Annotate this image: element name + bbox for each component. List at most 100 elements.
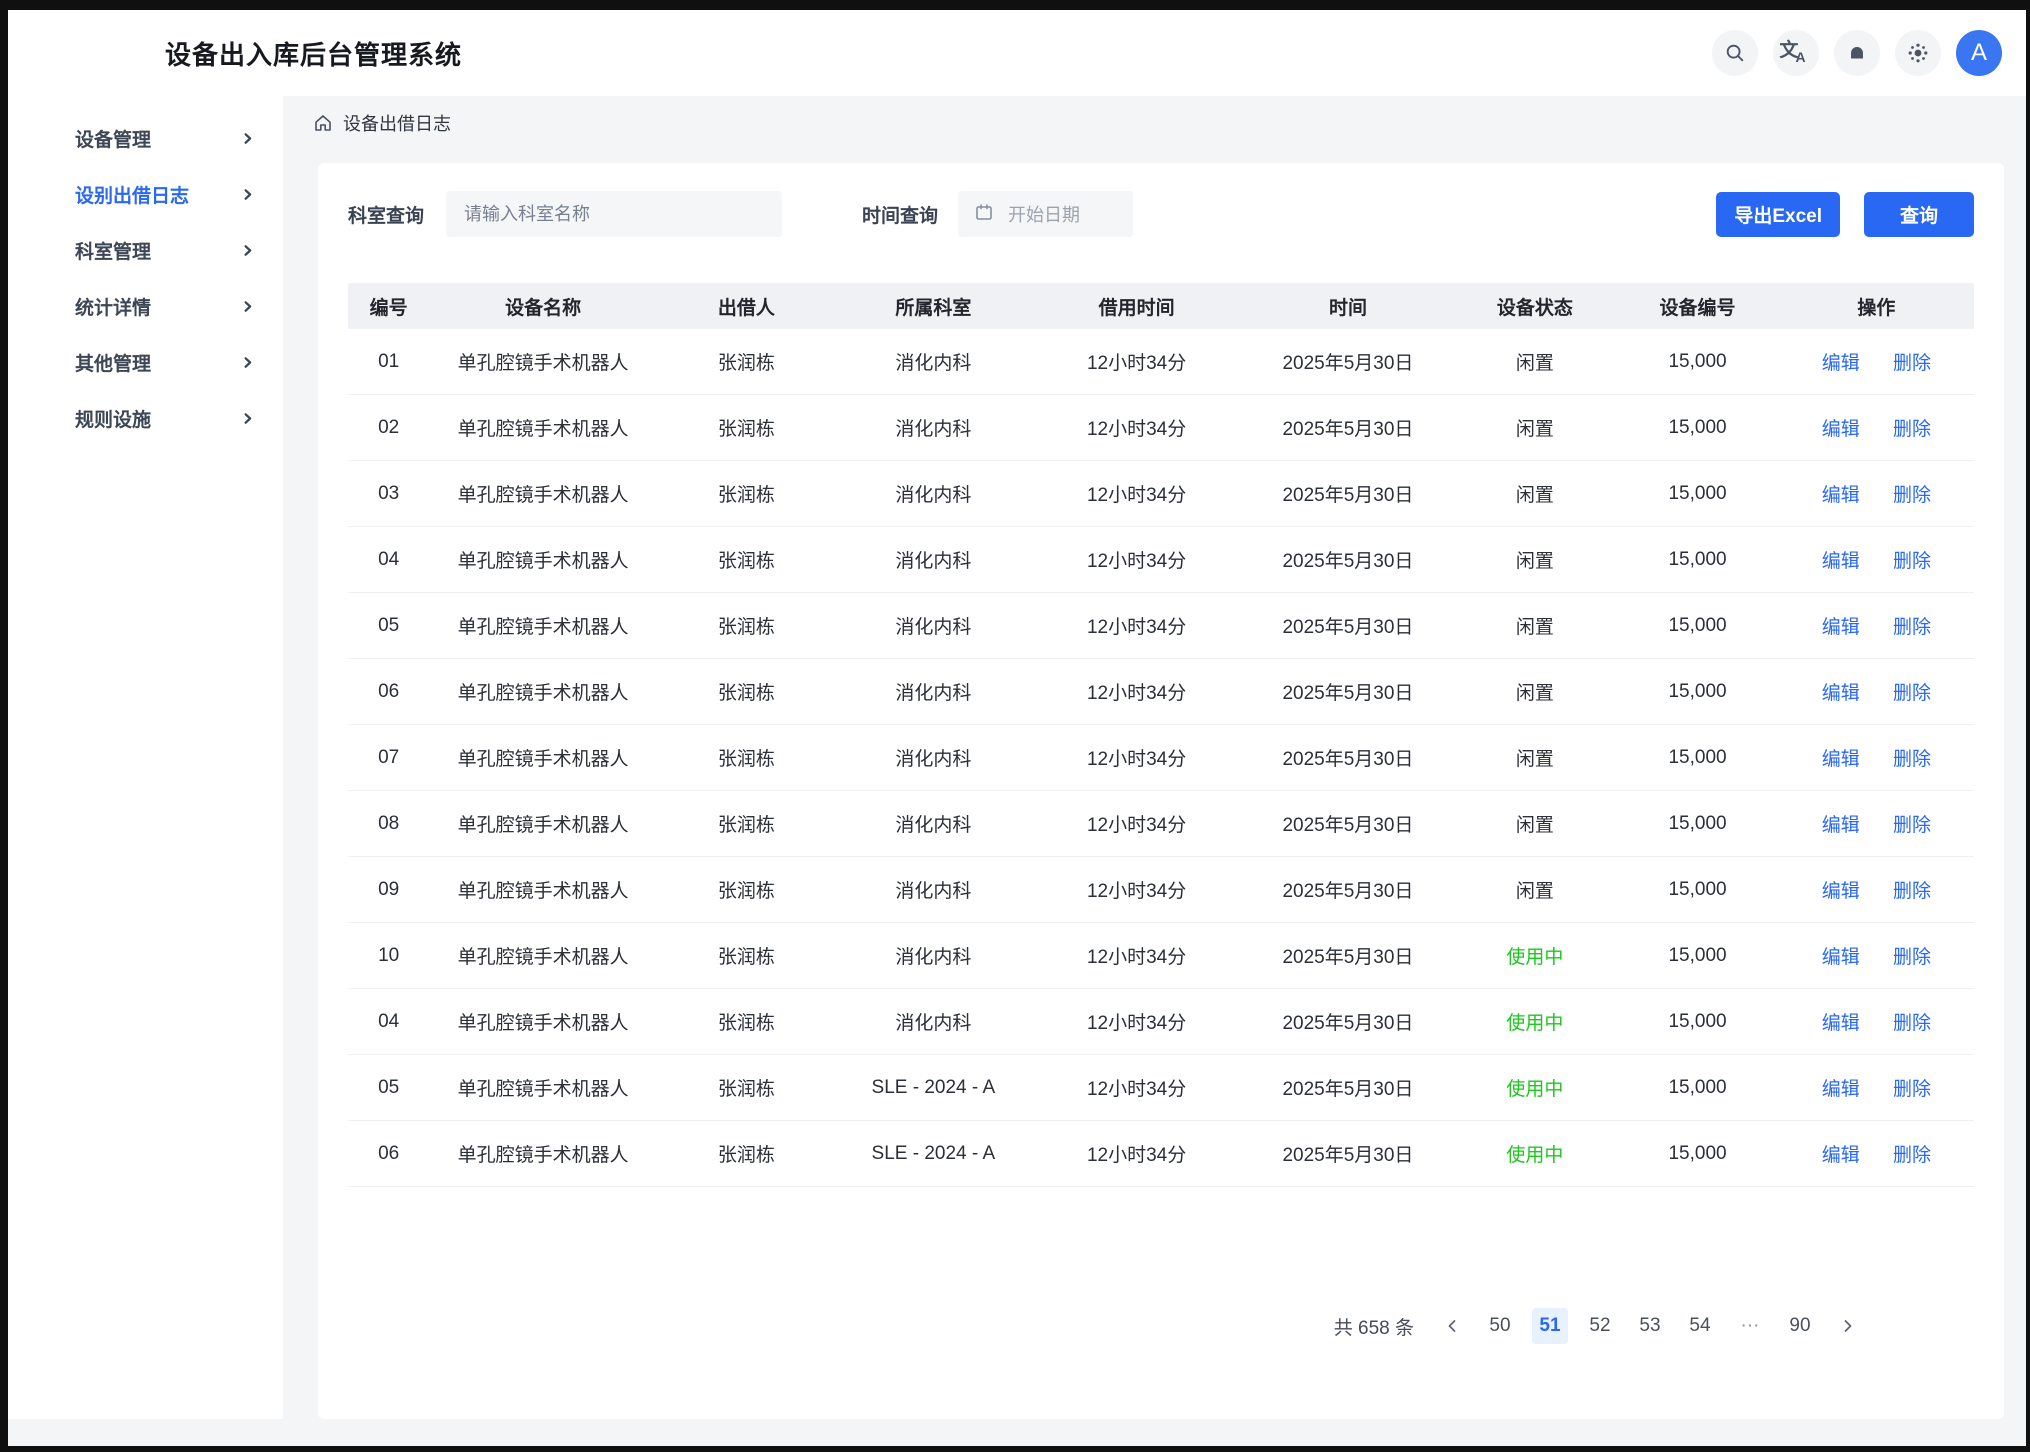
delete-link[interactable]: 删除 bbox=[1893, 881, 1932, 902]
start-date-placeholder: 开始日期 bbox=[1008, 205, 1081, 225]
cell-no: 09 bbox=[378, 878, 400, 900]
delete-link[interactable]: 删除 bbox=[1893, 749, 1932, 770]
cell-actions: 编辑 删除 bbox=[1779, 810, 1974, 837]
next-page-button[interactable] bbox=[1832, 1308, 1864, 1344]
cell-actions: 编辑 删除 bbox=[1779, 546, 1974, 573]
cell-borrow-duration: 12小时34分 bbox=[1086, 617, 1187, 638]
export-excel-button[interactable]: 导出Excel bbox=[1716, 191, 1840, 237]
cell-borrow-duration: 12小时34分 bbox=[1086, 419, 1187, 440]
cell-device-status: 闲置 bbox=[1515, 815, 1554, 836]
topbar-actions: 文A bbox=[1712, 30, 2002, 76]
page-button[interactable]: 52 bbox=[1589, 1315, 1611, 1336]
edit-link[interactable]: 编辑 bbox=[1821, 1145, 1860, 1166]
sidebar-item-1[interactable]: 设别出借日志 bbox=[8, 166, 283, 222]
cell-no: 06 bbox=[378, 680, 400, 702]
sidebar-item-2[interactable]: 科室管理 bbox=[8, 222, 283, 278]
notification-button[interactable] bbox=[1834, 30, 1880, 76]
cell-department: SLE - 2024 - A bbox=[871, 1142, 996, 1164]
table-row: 03 单孔腔镜手术机器人 张润栋 消化内科 12小时34分 2025年5月30日… bbox=[348, 461, 1974, 527]
sidebar-item-0[interactable]: 设备管理 bbox=[8, 110, 283, 166]
translate-button[interactable]: 文A bbox=[1773, 30, 1819, 76]
sidebar-nav: 设备管理 设别出借日志 科室管理 统计详情 其他管理 规则设施 bbox=[8, 110, 283, 446]
query-button[interactable]: 查询 bbox=[1863, 191, 1974, 237]
cell-device-name: 单孔腔镜手术机器人 bbox=[457, 683, 629, 704]
cell-device-status: 闲置 bbox=[1515, 419, 1554, 440]
delete-link[interactable]: 删除 bbox=[1893, 1013, 1932, 1034]
start-date-picker[interactable]: 开始日期 bbox=[958, 191, 1134, 237]
edit-link[interactable]: 编辑 bbox=[1821, 683, 1860, 704]
page-button[interactable]: 50 bbox=[1489, 1315, 1511, 1336]
column-header: 设备编号 bbox=[1659, 297, 1736, 319]
cell-department: 消化内科 bbox=[895, 947, 972, 968]
edit-link[interactable]: 编辑 bbox=[1821, 815, 1860, 836]
sidebar-item-3[interactable]: 统计详情 bbox=[8, 278, 283, 334]
edit-link[interactable]: 编辑 bbox=[1821, 1013, 1860, 1034]
pagination: 共 658 条 50 51 52 53 54 ··· 90 bbox=[348, 1308, 1974, 1344]
device-log-table: 编号 设备名称 出借人 所属科室 借用时间 时间 设备状态 设备编号 操作 01 单孔腔镜手术机… bbox=[348, 283, 1974, 1187]
edit-link[interactable]: 编辑 bbox=[1821, 419, 1860, 440]
edit-link[interactable]: 编辑 bbox=[1821, 485, 1860, 506]
sidebar-item-5[interactable]: 规则设施 bbox=[8, 390, 283, 446]
search-button[interactable] bbox=[1712, 30, 1758, 76]
sidebar: 设备管理 设别出借日志 科室管理 统计详情 其他管理 规则设施 bbox=[8, 96, 283, 1419]
cell-device-code: 15,000 bbox=[1668, 1076, 1727, 1098]
cell-device-code: 15,000 bbox=[1668, 350, 1727, 372]
breadcrumb[interactable]: 设备出借日志 bbox=[283, 96, 2026, 150]
cell-actions: 编辑 删除 bbox=[1779, 876, 1974, 903]
cell-borrower: 张润栋 bbox=[717, 881, 775, 902]
edit-link[interactable]: 编辑 bbox=[1821, 551, 1860, 572]
app-window: 设备出入库后台管理系统 文A bbox=[8, 10, 2026, 1446]
edit-link[interactable]: 编辑 bbox=[1821, 881, 1860, 902]
chevron-right-icon bbox=[240, 243, 255, 258]
delete-link[interactable]: 删除 bbox=[1893, 353, 1932, 374]
edit-link[interactable]: 编辑 bbox=[1821, 617, 1860, 638]
user-avatar[interactable]: A bbox=[1956, 30, 2002, 76]
cell-date: 2025年5月30日 bbox=[1282, 749, 1414, 770]
cell-borrow-duration: 12小时34分 bbox=[1086, 749, 1187, 770]
page-button[interactable]: 54 bbox=[1689, 1315, 1711, 1336]
cell-device-name: 单孔腔镜手术机器人 bbox=[457, 419, 629, 440]
table-header-row: 编号 设备名称 出借人 所属科室 借用时间 时间 设备状态 设备编号 操作 bbox=[348, 283, 1974, 329]
cell-borrow-duration: 12小时34分 bbox=[1086, 1013, 1187, 1034]
sidebar-item-4[interactable]: 其他管理 bbox=[8, 334, 283, 390]
cell-actions: 编辑 删除 bbox=[1779, 348, 1974, 375]
delete-link[interactable]: 删除 bbox=[1893, 485, 1932, 506]
edit-link[interactable]: 编辑 bbox=[1821, 1079, 1860, 1100]
cell-department: 消化内科 bbox=[895, 419, 972, 440]
cell-date: 2025年5月30日 bbox=[1282, 1013, 1414, 1034]
cell-device-status: 使用中 bbox=[1506, 1145, 1564, 1166]
cell-device-code: 15,000 bbox=[1668, 614, 1727, 636]
delete-link[interactable]: 删除 bbox=[1893, 419, 1932, 440]
cell-date: 2025年5月30日 bbox=[1282, 1145, 1414, 1166]
delete-link[interactable]: 删除 bbox=[1893, 551, 1932, 572]
edit-link[interactable]: 编辑 bbox=[1821, 353, 1860, 374]
theme-button[interactable] bbox=[1895, 30, 1941, 76]
cell-no: 06 bbox=[378, 1142, 400, 1164]
column-header: 设备状态 bbox=[1496, 297, 1573, 319]
dept-search-input[interactable] bbox=[446, 191, 783, 237]
page-button[interactable]: 53 bbox=[1639, 1315, 1661, 1336]
cell-device-name: 单孔腔镜手术机器人 bbox=[457, 815, 629, 836]
prev-page-button[interactable] bbox=[1436, 1308, 1468, 1344]
delete-link[interactable]: 删除 bbox=[1893, 815, 1932, 836]
delete-link[interactable]: 删除 bbox=[1893, 1145, 1932, 1166]
delete-link[interactable]: 删除 bbox=[1893, 617, 1932, 638]
cell-department: 消化内科 bbox=[895, 815, 972, 836]
table-body: 01 单孔腔镜手术机器人 张润栋 消化内科 12小时34分 2025年5月30日… bbox=[348, 329, 1974, 1187]
chevron-right-icon bbox=[240, 187, 255, 202]
cell-borrow-duration: 12小时34分 bbox=[1086, 947, 1187, 968]
delete-link[interactable]: 删除 bbox=[1893, 683, 1932, 704]
chevron-right-icon bbox=[240, 411, 255, 426]
cell-borrow-duration: 12小时34分 bbox=[1086, 1145, 1187, 1166]
cell-borrow-duration: 12小时34分 bbox=[1086, 815, 1187, 836]
theme-icon bbox=[1906, 41, 1930, 65]
cell-borrower: 张润栋 bbox=[717, 1013, 775, 1034]
page-button-active[interactable]: 51 bbox=[1532, 1308, 1568, 1344]
edit-link[interactable]: 编辑 bbox=[1821, 947, 1860, 968]
edit-link[interactable]: 编辑 bbox=[1821, 749, 1860, 770]
table-row: 01 单孔腔镜手术机器人 张润栋 消化内科 12小时34分 2025年5月30日… bbox=[348, 329, 1974, 395]
delete-link[interactable]: 删除 bbox=[1893, 947, 1932, 968]
topbar: 设备出入库后台管理系统 文A bbox=[8, 10, 2026, 96]
delete-link[interactable]: 删除 bbox=[1893, 1079, 1932, 1100]
page-button[interactable]: 90 bbox=[1789, 1315, 1811, 1336]
